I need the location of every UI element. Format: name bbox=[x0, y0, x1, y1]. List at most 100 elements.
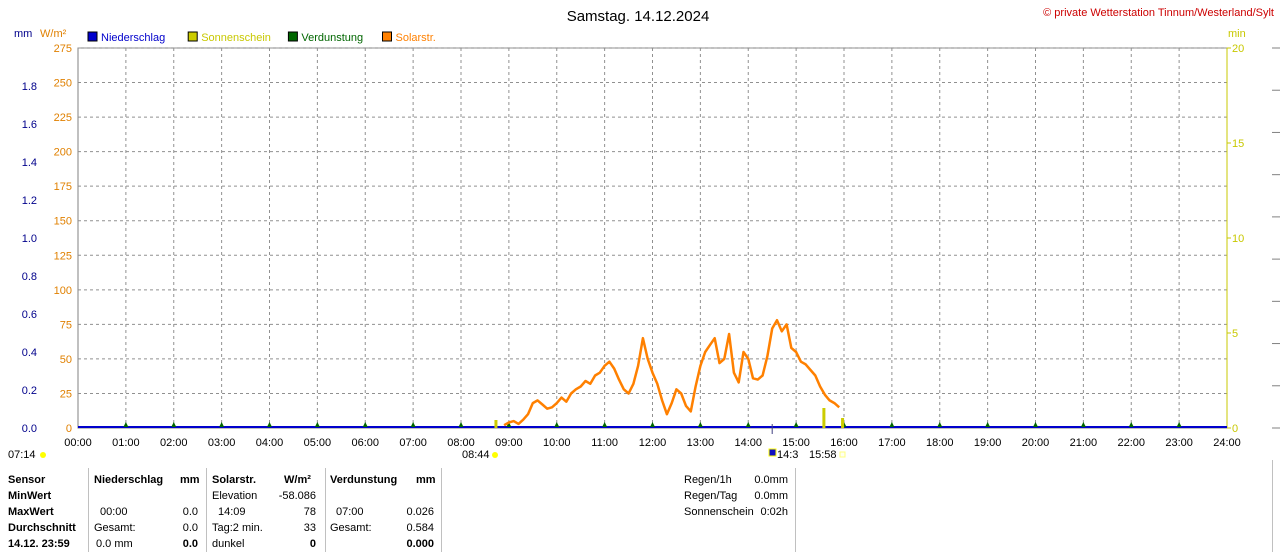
sunrise-label: 07:14 bbox=[8, 449, 36, 461]
evaporation-marker bbox=[171, 422, 177, 427]
tick-label-x: 14:00 bbox=[734, 437, 762, 449]
evaporation-marker bbox=[219, 422, 225, 427]
last-sun-label: 15:58 bbox=[809, 449, 837, 461]
legend-swatch bbox=[382, 31, 392, 42]
summary-rain-hour-label: Regen/1h bbox=[684, 474, 732, 486]
tick-label-x: 18:00 bbox=[926, 437, 954, 449]
sunset-icon bbox=[839, 451, 846, 458]
summary-rain-hour-value: 0.0mm bbox=[754, 474, 788, 486]
sun-icon bbox=[40, 452, 46, 458]
tick-label-x: 04:00 bbox=[256, 437, 284, 449]
legend-label: Verdunstung bbox=[301, 32, 363, 44]
precip-total-label: Gesamt: bbox=[94, 522, 136, 534]
legend-swatch bbox=[87, 31, 98, 42]
tick-label-wm2: 175 bbox=[54, 181, 72, 193]
tick-label-wm2: 100 bbox=[54, 285, 72, 297]
tick-label-wm2: 50 bbox=[60, 354, 72, 366]
row-label-max: MaxWert bbox=[8, 506, 54, 518]
tick-label-wm2: 25 bbox=[60, 388, 72, 400]
chart-title: Samstag. 14.12.2024 bbox=[567, 8, 710, 25]
tick-label-x: 09:00 bbox=[495, 437, 523, 449]
row-label-min: MinWert bbox=[8, 490, 52, 502]
tick-label-mm: 0.8 bbox=[22, 271, 37, 283]
sensor-header: Sensor bbox=[8, 474, 46, 486]
precip-header: Niederschlag bbox=[94, 474, 164, 486]
sun-icon bbox=[492, 452, 498, 458]
precip-unit: mm bbox=[180, 474, 200, 486]
axis-label-mm: mm bbox=[14, 28, 32, 40]
tick-label-wm2: 275 bbox=[54, 43, 72, 55]
tick-label-x: 17:00 bbox=[878, 437, 906, 449]
tick-label-wm2: 150 bbox=[54, 216, 72, 228]
legend-swatch bbox=[287, 31, 298, 42]
evaporation-marker bbox=[745, 422, 751, 427]
evaporation-marker bbox=[458, 422, 464, 427]
evaporation-marker bbox=[123, 422, 129, 427]
tick-label-mm: 0.4 bbox=[22, 347, 37, 359]
evaporation-marker bbox=[314, 422, 320, 427]
tick-label-x: 07:00 bbox=[399, 437, 427, 449]
evaporation-marker bbox=[410, 422, 416, 427]
tick-label-x: 13:00 bbox=[687, 437, 715, 449]
table-divider bbox=[795, 468, 796, 552]
tick-label-wm2: 200 bbox=[54, 147, 72, 159]
tick-label-mm: 0.6 bbox=[22, 309, 37, 321]
tick-label-x: 03:00 bbox=[208, 437, 236, 449]
tick-label-mm: 0.0 bbox=[22, 423, 37, 435]
sunshine-bar bbox=[841, 418, 845, 428]
max-marker-label: 14:3 bbox=[777, 449, 798, 461]
table-divider bbox=[1272, 460, 1273, 552]
plot-area bbox=[77, 47, 1228, 429]
tick-label-x: 24:00 bbox=[1213, 437, 1241, 449]
tick-label-wm2: 0 bbox=[66, 423, 72, 435]
solar-series-line bbox=[503, 318, 841, 427]
evap-current-value: 0.000 bbox=[406, 538, 434, 550]
tick-label-x: 23:00 bbox=[1165, 437, 1193, 449]
table-divider bbox=[206, 468, 207, 552]
tick-label-wm2: 75 bbox=[60, 319, 72, 331]
tick-label-x: 16:00 bbox=[830, 437, 858, 449]
tick-label-mm: 1.4 bbox=[22, 157, 37, 169]
tick-label-x: 19:00 bbox=[974, 437, 1002, 449]
tick-label-min: 0 bbox=[1232, 423, 1238, 435]
tick-label-mm: 1.0 bbox=[22, 233, 37, 245]
tick-label-wm2: 225 bbox=[54, 112, 72, 124]
evaporation-marker bbox=[1033, 422, 1038, 427]
tick-label-mm: 1.6 bbox=[22, 119, 37, 131]
tick-label-wm2: 250 bbox=[54, 78, 72, 90]
tick-label-x: 10:00 bbox=[543, 437, 571, 449]
solar-dark-label: dunkel bbox=[212, 538, 245, 550]
legend-swatch bbox=[187, 31, 198, 42]
precip-current-value: 0.0 bbox=[182, 538, 198, 550]
tick-label-x: 00:00 bbox=[64, 437, 92, 449]
summary-rain-day-label: Regen/Tag bbox=[684, 490, 738, 502]
tick-label-min: 20 bbox=[1232, 43, 1244, 55]
tick-label-x: 15:00 bbox=[782, 437, 810, 449]
axis-label-min: min bbox=[1228, 28, 1246, 40]
solar-elevation-value: -58.086 bbox=[278, 490, 316, 502]
tick-label-min: 10 bbox=[1232, 233, 1244, 245]
solar-elevation-label: Elevation bbox=[212, 490, 258, 502]
evaporation-marker bbox=[602, 422, 608, 427]
evaporation-marker bbox=[985, 422, 991, 427]
tick-label-mm: 0.2 bbox=[22, 385, 37, 397]
evaporation-marker bbox=[554, 422, 560, 427]
evaporation-marker bbox=[697, 422, 703, 427]
evaporation-marker bbox=[793, 422, 799, 427]
evaporation-marker bbox=[937, 422, 943, 427]
sunshine-bar bbox=[494, 420, 498, 428]
tick-label-x: 05:00 bbox=[304, 437, 332, 449]
tick-label-x: 08:00 bbox=[447, 437, 475, 449]
evap-header: Verdunstung bbox=[330, 474, 398, 486]
legend-label: Niederschlag bbox=[101, 32, 165, 44]
tick-label-x: 06:00 bbox=[351, 437, 379, 449]
summary-sunshine-label: Sonnenschein bbox=[684, 506, 754, 518]
evap-total-value: 0.584 bbox=[406, 522, 434, 534]
tick-label-mm: 1.2 bbox=[22, 195, 37, 207]
table-divider bbox=[88, 468, 89, 552]
table-divider bbox=[441, 468, 442, 552]
tick-label-x: 20:00 bbox=[1022, 437, 1050, 449]
tick-label-x: 12:00 bbox=[639, 437, 667, 449]
summary-sunshine-value: 0:02h bbox=[760, 506, 788, 518]
evaporation-marker bbox=[650, 422, 655, 427]
